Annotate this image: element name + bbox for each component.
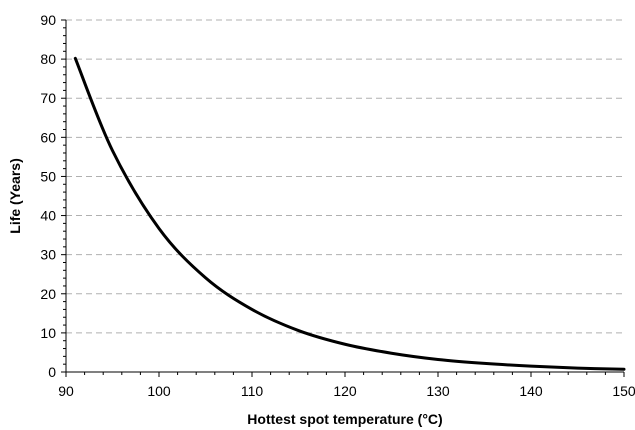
y-tick-label-50: 50 bbox=[40, 168, 56, 184]
x-axis-title: Hottest spot temperature (°C) bbox=[247, 411, 442, 427]
series-line-0 bbox=[73, 56, 626, 371]
y-axis-title: Life (Years) bbox=[7, 158, 23, 233]
y-tick-label-60: 60 bbox=[40, 129, 56, 145]
x-tick-label-90: 90 bbox=[58, 383, 74, 399]
y-tick-label-10: 10 bbox=[40, 325, 56, 341]
y-tick-label-90: 90 bbox=[40, 12, 56, 28]
x-tick-label-110: 110 bbox=[241, 383, 264, 399]
series-group bbox=[73, 56, 626, 371]
y-tick-label-30: 30 bbox=[40, 247, 56, 263]
x-tick-label-100: 100 bbox=[147, 383, 171, 399]
gridlines bbox=[66, 19, 624, 334]
ticks: 0 10 20 30 40 50 60 70 80 90 90 100 110 120 130 140 150 bbox=[40, 12, 635, 399]
x-tick-label-140: 140 bbox=[519, 383, 543, 399]
y-tick-label-40: 40 bbox=[40, 208, 56, 224]
y-tick-label-70: 70 bbox=[40, 90, 56, 106]
axes bbox=[65, 20, 624, 373]
y-tick-label-20: 20 bbox=[40, 286, 56, 302]
y-tick-label-0: 0 bbox=[48, 364, 56, 380]
y-tick-label-80: 80 bbox=[40, 51, 56, 67]
x-tick-label-130: 130 bbox=[426, 383, 450, 399]
x-tick-label-120: 120 bbox=[333, 383, 357, 399]
x-tick-label-150: 150 bbox=[612, 383, 635, 399]
